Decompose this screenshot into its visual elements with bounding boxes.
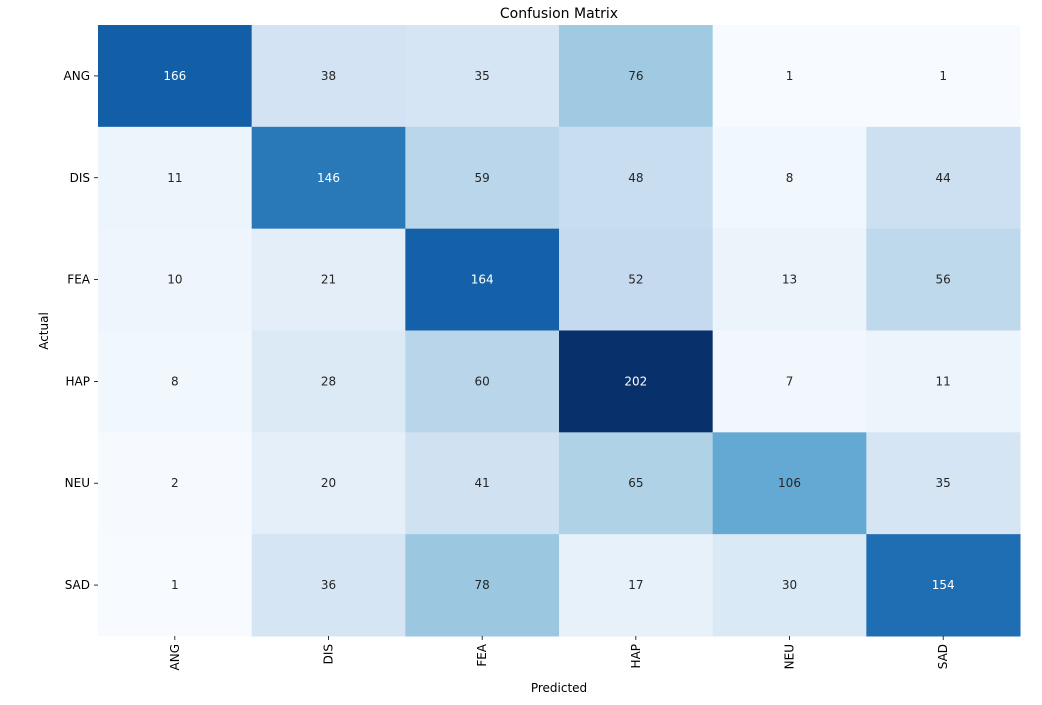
cell-value-label: 202 (624, 374, 647, 388)
y-axis-label: Actual (37, 312, 51, 350)
cell-value-label: 8 (171, 374, 179, 388)
heatmap-cell (98, 126, 253, 230)
cell-value-label: 48 (628, 171, 643, 185)
cell-value-label: 20 (321, 476, 336, 490)
heatmap-cell (559, 126, 714, 230)
heatmap-cell (559, 432, 714, 535)
cell-value-label: 1 (171, 578, 179, 592)
heatmap-cell (98, 330, 253, 433)
cell-value-label: 146 (317, 171, 340, 185)
x-tick-label: ANG (168, 644, 182, 670)
heatmap-cell (712, 330, 867, 433)
heatmap-cell (712, 534, 867, 637)
heatmap-cell (559, 25, 714, 128)
heatmap-cell (98, 534, 253, 637)
heatmap-cell (251, 25, 406, 128)
cell-value-label: 44 (936, 171, 951, 185)
cell-value-label: 28 (321, 374, 336, 388)
heatmap-cell (866, 432, 1021, 535)
cell-value-label: 17 (628, 578, 643, 592)
cell-value-label: 60 (475, 374, 490, 388)
heatmap-cell (405, 432, 560, 535)
cell-value-label: 56 (936, 273, 951, 287)
cell-value-label: 11 (936, 374, 951, 388)
chart-title: Confusion Matrix (500, 6, 618, 22)
heatmap-cell (98, 432, 253, 535)
cell-value-label: 8 (786, 171, 794, 185)
heatmap-cell (712, 25, 867, 128)
y-tick-label: FEA (67, 273, 90, 287)
y-tick-label: DIS (70, 171, 90, 185)
cell-value-label: 78 (475, 578, 490, 592)
cell-value-label: 41 (475, 476, 490, 490)
heatmap-cell (559, 534, 714, 637)
x-tick-label: NEU (783, 644, 797, 669)
cell-value-label: 1 (939, 69, 947, 83)
y-tick-label: HAP (66, 374, 90, 388)
y-axis-ticks: ANG DIS FEA HAP NEU SAD (64, 69, 98, 592)
cell-value-label: 13 (782, 273, 797, 287)
heatmap-cell (98, 25, 253, 128)
x-axis-label: Predicted (531, 681, 587, 695)
heatmap-cell (712, 126, 867, 230)
cell-value-label: 11 (167, 171, 182, 185)
heatmap-cell (866, 126, 1021, 230)
heatmap-cell (251, 330, 406, 433)
heatmap-cell (559, 228, 714, 331)
heatmap-cell (405, 25, 560, 128)
cell-value-label: 35 (936, 476, 951, 490)
heatmap-cell (866, 534, 1021, 637)
cell-value-label: 52 (628, 273, 643, 287)
heatmap-cell (712, 432, 867, 535)
heatmap-cell (405, 534, 560, 637)
heatmap-cell (866, 25, 1021, 128)
heatmap-cell (559, 330, 714, 433)
cell-value-label: 154 (932, 578, 955, 592)
x-axis-ticks: ANG DIS FEA HAP NEU SAD (168, 635, 950, 670)
x-tick-label: SAD (936, 644, 950, 669)
heatmap-cell (405, 126, 560, 230)
heatmap-cell (251, 534, 406, 637)
cell-value-label: 1 (786, 69, 794, 83)
y-tick-label: SAD (65, 578, 90, 592)
cell-value-label: 65 (628, 476, 643, 490)
heatmap-cell (866, 228, 1021, 331)
x-tick-label: HAP (629, 644, 643, 668)
cell-value-label: 166 (163, 69, 186, 83)
heatmap-cell (251, 432, 406, 535)
heatmap-cell (405, 330, 560, 433)
cell-value-label: 38 (321, 69, 336, 83)
y-tick-label: ANG (64, 69, 90, 83)
cell-value-label: 21 (321, 273, 336, 287)
x-tick-label: FEA (475, 643, 489, 666)
cell-value-label: 106 (778, 476, 801, 490)
x-tick-label: DIS (322, 644, 336, 664)
cell-value-label: 59 (475, 171, 490, 185)
heatmap-cell (251, 126, 406, 230)
heatmap-cell (712, 228, 867, 331)
y-tick-label: NEU (65, 476, 90, 490)
cell-value-label: 35 (475, 69, 490, 83)
cell-value-label: 7 (786, 374, 794, 388)
cell-value-label: 76 (628, 69, 643, 83)
heatmap-cell (251, 228, 406, 331)
cell-value-label: 30 (782, 578, 797, 592)
cell-value-label: 2 (171, 476, 179, 490)
heatmap-cell (98, 228, 253, 331)
cell-value-label: 36 (321, 578, 336, 592)
cell-value-label: 10 (167, 273, 182, 287)
heatmap-cell (405, 228, 560, 331)
heatmap-cell (866, 330, 1021, 433)
cell-value-label: 164 (471, 273, 494, 287)
